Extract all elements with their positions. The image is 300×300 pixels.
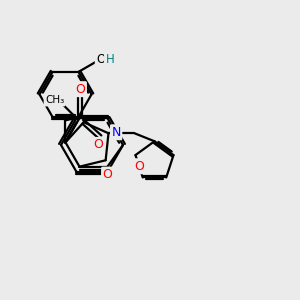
Text: O: O [96, 53, 105, 66]
Text: O: O [103, 168, 112, 181]
Text: H: H [105, 53, 114, 66]
Text: O: O [93, 138, 103, 152]
Text: O: O [76, 83, 85, 96]
Text: O: O [134, 160, 144, 173]
Text: CH₃: CH₃ [45, 95, 64, 105]
Text: N: N [112, 126, 121, 139]
